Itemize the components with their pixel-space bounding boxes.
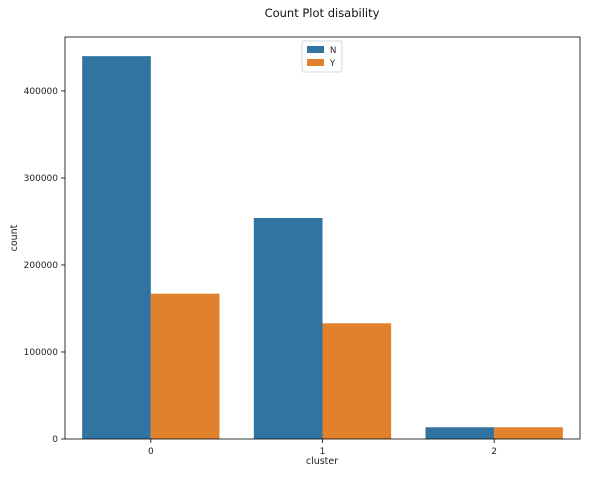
bar-n-cluster-2: [425, 427, 495, 439]
bars-group: [82, 56, 563, 440]
y-axis: 0 100000 200000 300000 400000: [24, 87, 65, 445]
y-tick-label: 0: [52, 435, 58, 445]
legend-swatch-y: [307, 59, 324, 66]
x-axis-title: cluster: [306, 456, 338, 467]
legend: NY: [301, 40, 343, 73]
bar-n-cluster-1: [253, 217, 323, 439]
bar-y-cluster-0: [150, 293, 220, 439]
legend-label-y: Y: [329, 59, 336, 69]
x-axis: 0 1 2: [148, 439, 497, 457]
x-tick-label: 2: [491, 447, 497, 457]
y-tick-label: 400000: [24, 87, 59, 97]
bar-y-cluster-1: [322, 323, 392, 439]
x-tick-label: 0: [148, 447, 154, 457]
bar-n-cluster-0: [82, 56, 151, 440]
y-tick-label: 200000: [24, 261, 59, 271]
y-tick-label: 100000: [24, 348, 59, 358]
legend-label-n: N: [330, 46, 336, 56]
y-tick-label: 300000: [24, 174, 59, 184]
legend-swatch-n: [307, 46, 324, 53]
chart-title: Count Plot disability: [265, 6, 380, 20]
y-axis-title: count: [9, 224, 20, 251]
bar-y-cluster-2: [494, 427, 563, 439]
x-tick-label: 1: [320, 447, 326, 457]
